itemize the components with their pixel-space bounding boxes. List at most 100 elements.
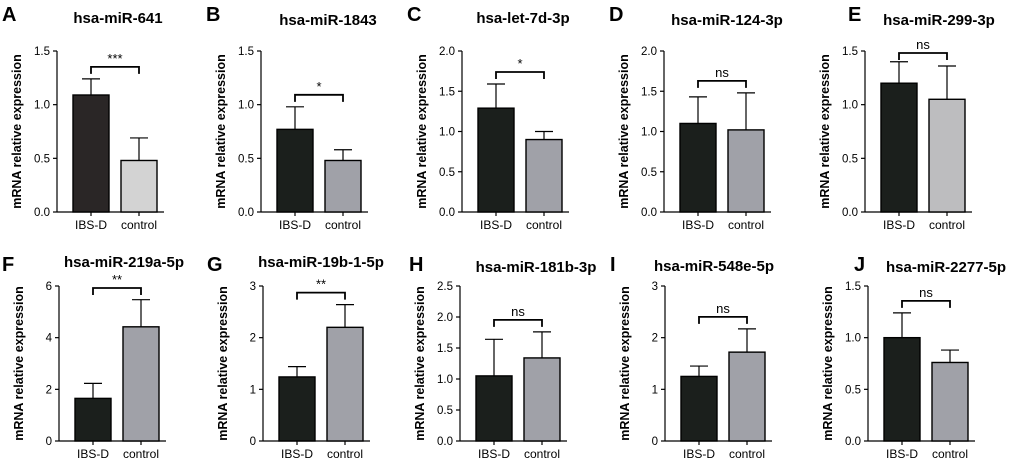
y-tick-label: 6 <box>46 281 52 293</box>
x-tick-label: control <box>932 447 968 461</box>
y-tick-label: 3 <box>250 281 256 293</box>
y-tick-label: 0.0 <box>641 207 657 219</box>
panel-letter: F <box>2 254 14 276</box>
bar-control <box>727 129 765 213</box>
significance-bracket <box>90 66 140 74</box>
bar-ibs-d <box>278 376 316 442</box>
x-tick-label: IBS-D <box>75 218 107 232</box>
x-tick-label: control <box>325 218 361 232</box>
chart-title: hsa-miR-19b-1-5p <box>258 254 384 271</box>
panel-letter: G <box>207 254 223 276</box>
y-tick-label: 0.5 <box>439 167 455 179</box>
significance-label: ns <box>715 65 729 80</box>
bar-control <box>324 159 362 213</box>
y-tick-label: 1.0 <box>641 127 657 139</box>
y-tick-label: 1.0 <box>238 100 254 112</box>
panel-letter: C <box>407 4 421 26</box>
significance-bracket <box>697 79 747 88</box>
significance-label: * <box>517 56 522 71</box>
y-tick-label: 0.5 <box>641 167 657 179</box>
significance-bracket <box>296 291 346 300</box>
bar-ibs-d <box>680 375 718 442</box>
significance-label: ** <box>316 277 326 292</box>
y-tick-label: 0.0 <box>845 436 861 448</box>
bar-control <box>525 138 563 213</box>
significance-bracket <box>294 93 344 102</box>
y-axis-label: mRNA relative expression <box>216 286 230 440</box>
chart-title: hsa-miR-1843 <box>279 12 377 29</box>
panel-letter: D <box>609 4 623 26</box>
bar-control <box>931 361 969 442</box>
y-tick-label: 1.0 <box>845 333 861 345</box>
y-tick-label: 1.5 <box>439 86 455 98</box>
significance-label: ns <box>919 285 933 300</box>
y-tick-label: 1.0 <box>437 374 453 386</box>
bar-control <box>122 326 160 442</box>
significance-bracket <box>493 318 543 327</box>
x-tick-label: IBS-D <box>480 218 512 232</box>
y-tick-label: 1.5 <box>641 86 657 98</box>
y-tick-label: 2 <box>250 333 256 345</box>
x-tick-label: IBS-D <box>281 447 313 461</box>
panel-letter: A <box>2 4 16 26</box>
chart-title: hsa-miR-219a-5p <box>64 254 184 271</box>
y-axis-label: mRNA relative expression <box>10 54 24 208</box>
chart-title: hsa-let-7d-3p <box>476 10 569 27</box>
y-tick-label: 2 <box>652 333 658 345</box>
y-tick-label: 2.0 <box>439 46 455 58</box>
y-tick-label: 1.0 <box>34 100 50 112</box>
y-tick-label: 1.5 <box>238 46 254 58</box>
panel-letter: H <box>409 254 423 276</box>
x-tick-label: IBS-D <box>279 218 311 232</box>
x-tick-label: IBS-D <box>886 447 918 461</box>
significance-label: *** <box>107 51 122 66</box>
chart-title: hsa-miR-299-3p <box>883 12 995 29</box>
chart-title: hsa-miR-548e-5p <box>654 258 774 275</box>
chart-title: hsa-miR-124-3p <box>671 12 783 29</box>
x-tick-label: control <box>929 218 965 232</box>
significance-bracket <box>698 315 748 324</box>
y-tick-label: 1 <box>250 384 256 396</box>
significance-bracket <box>495 71 545 80</box>
x-tick-label: control <box>728 218 764 232</box>
x-tick-label: control <box>526 218 562 232</box>
y-tick-label: 1.0 <box>842 100 858 112</box>
y-axis-label: mRNA relative expression <box>415 54 429 208</box>
significance-bracket <box>898 52 948 60</box>
significance-bracket <box>92 287 142 295</box>
y-axis-label: mRNA relative expression <box>617 54 631 208</box>
significance-label: ** <box>112 272 122 287</box>
y-axis-label: mRNA relative expression <box>821 286 835 440</box>
y-tick-label: 1 <box>652 384 658 396</box>
y-tick-label: 2.0 <box>437 312 453 324</box>
y-axis-label: mRNA relative expression <box>214 54 228 208</box>
x-tick-label: control <box>729 447 765 461</box>
chart-title: hsa-miR-641 <box>73 10 162 27</box>
y-tick-label: 0.5 <box>845 384 861 396</box>
y-tick-label: 1.5 <box>437 343 453 355</box>
panel-letter: B <box>206 4 220 26</box>
significance-label: ns <box>716 301 730 316</box>
y-tick-label: 0.0 <box>437 436 453 448</box>
bar-ibs-d <box>883 336 921 442</box>
chart-title: hsa-miR-181b-3p <box>476 259 597 276</box>
bar-control <box>120 159 158 213</box>
panel-letter: E <box>848 4 861 26</box>
y-axis-label: mRNA relative expression <box>818 54 832 208</box>
y-tick-label: 0.0 <box>34 207 50 219</box>
bar-ibs-d <box>880 82 918 213</box>
y-tick-label: 0.0 <box>842 207 858 219</box>
significance-label: ns <box>916 37 930 52</box>
y-tick-label: 0.5 <box>437 405 453 417</box>
y-tick-label: 1.5 <box>845 281 861 293</box>
bar-control <box>928 98 966 213</box>
y-axis-label: mRNA relative expression <box>413 286 427 440</box>
y-tick-label: 0.0 <box>439 207 455 219</box>
x-tick-label: control <box>123 447 159 461</box>
